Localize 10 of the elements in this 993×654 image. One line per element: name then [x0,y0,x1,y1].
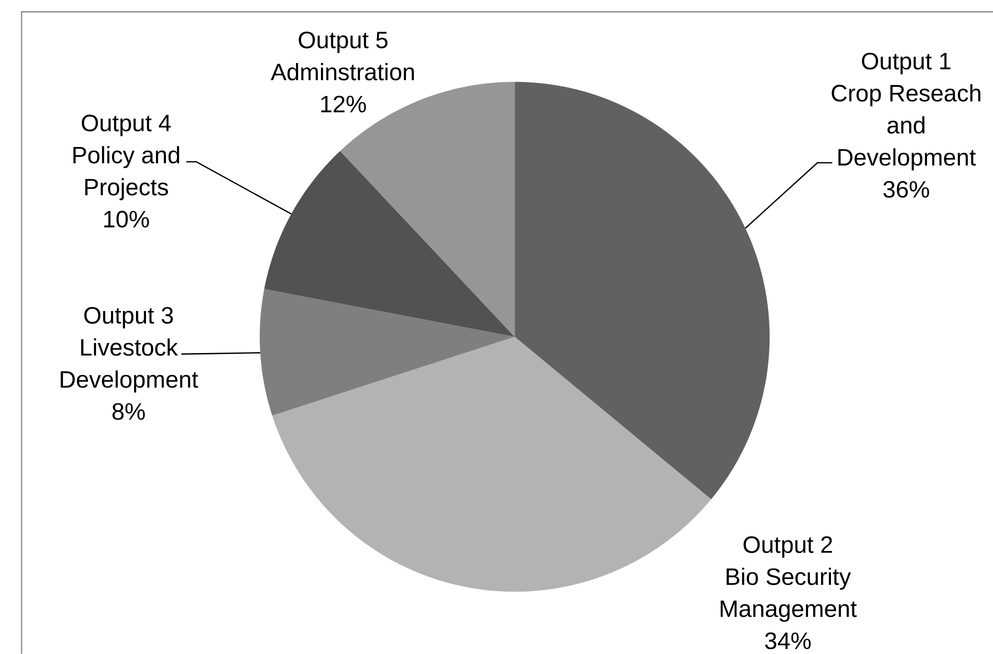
data-label: 8% [112,403,145,420]
slice-label: Output 4 Policy and Projects [73,114,180,200]
data-label: 36% [883,181,930,198]
slice-label: Output 2 Bio Security Management [720,536,857,622]
slice-label: Output 1 Crop Reseach and Development [832,52,980,170]
slice-label: Output 3 Livestock Development [60,307,198,393]
slice-label: Output 5 Adminstration [270,32,414,80]
data-label: 10% [104,210,149,228]
data-label: 12% [321,96,366,112]
data-label: 34% [765,632,811,650]
